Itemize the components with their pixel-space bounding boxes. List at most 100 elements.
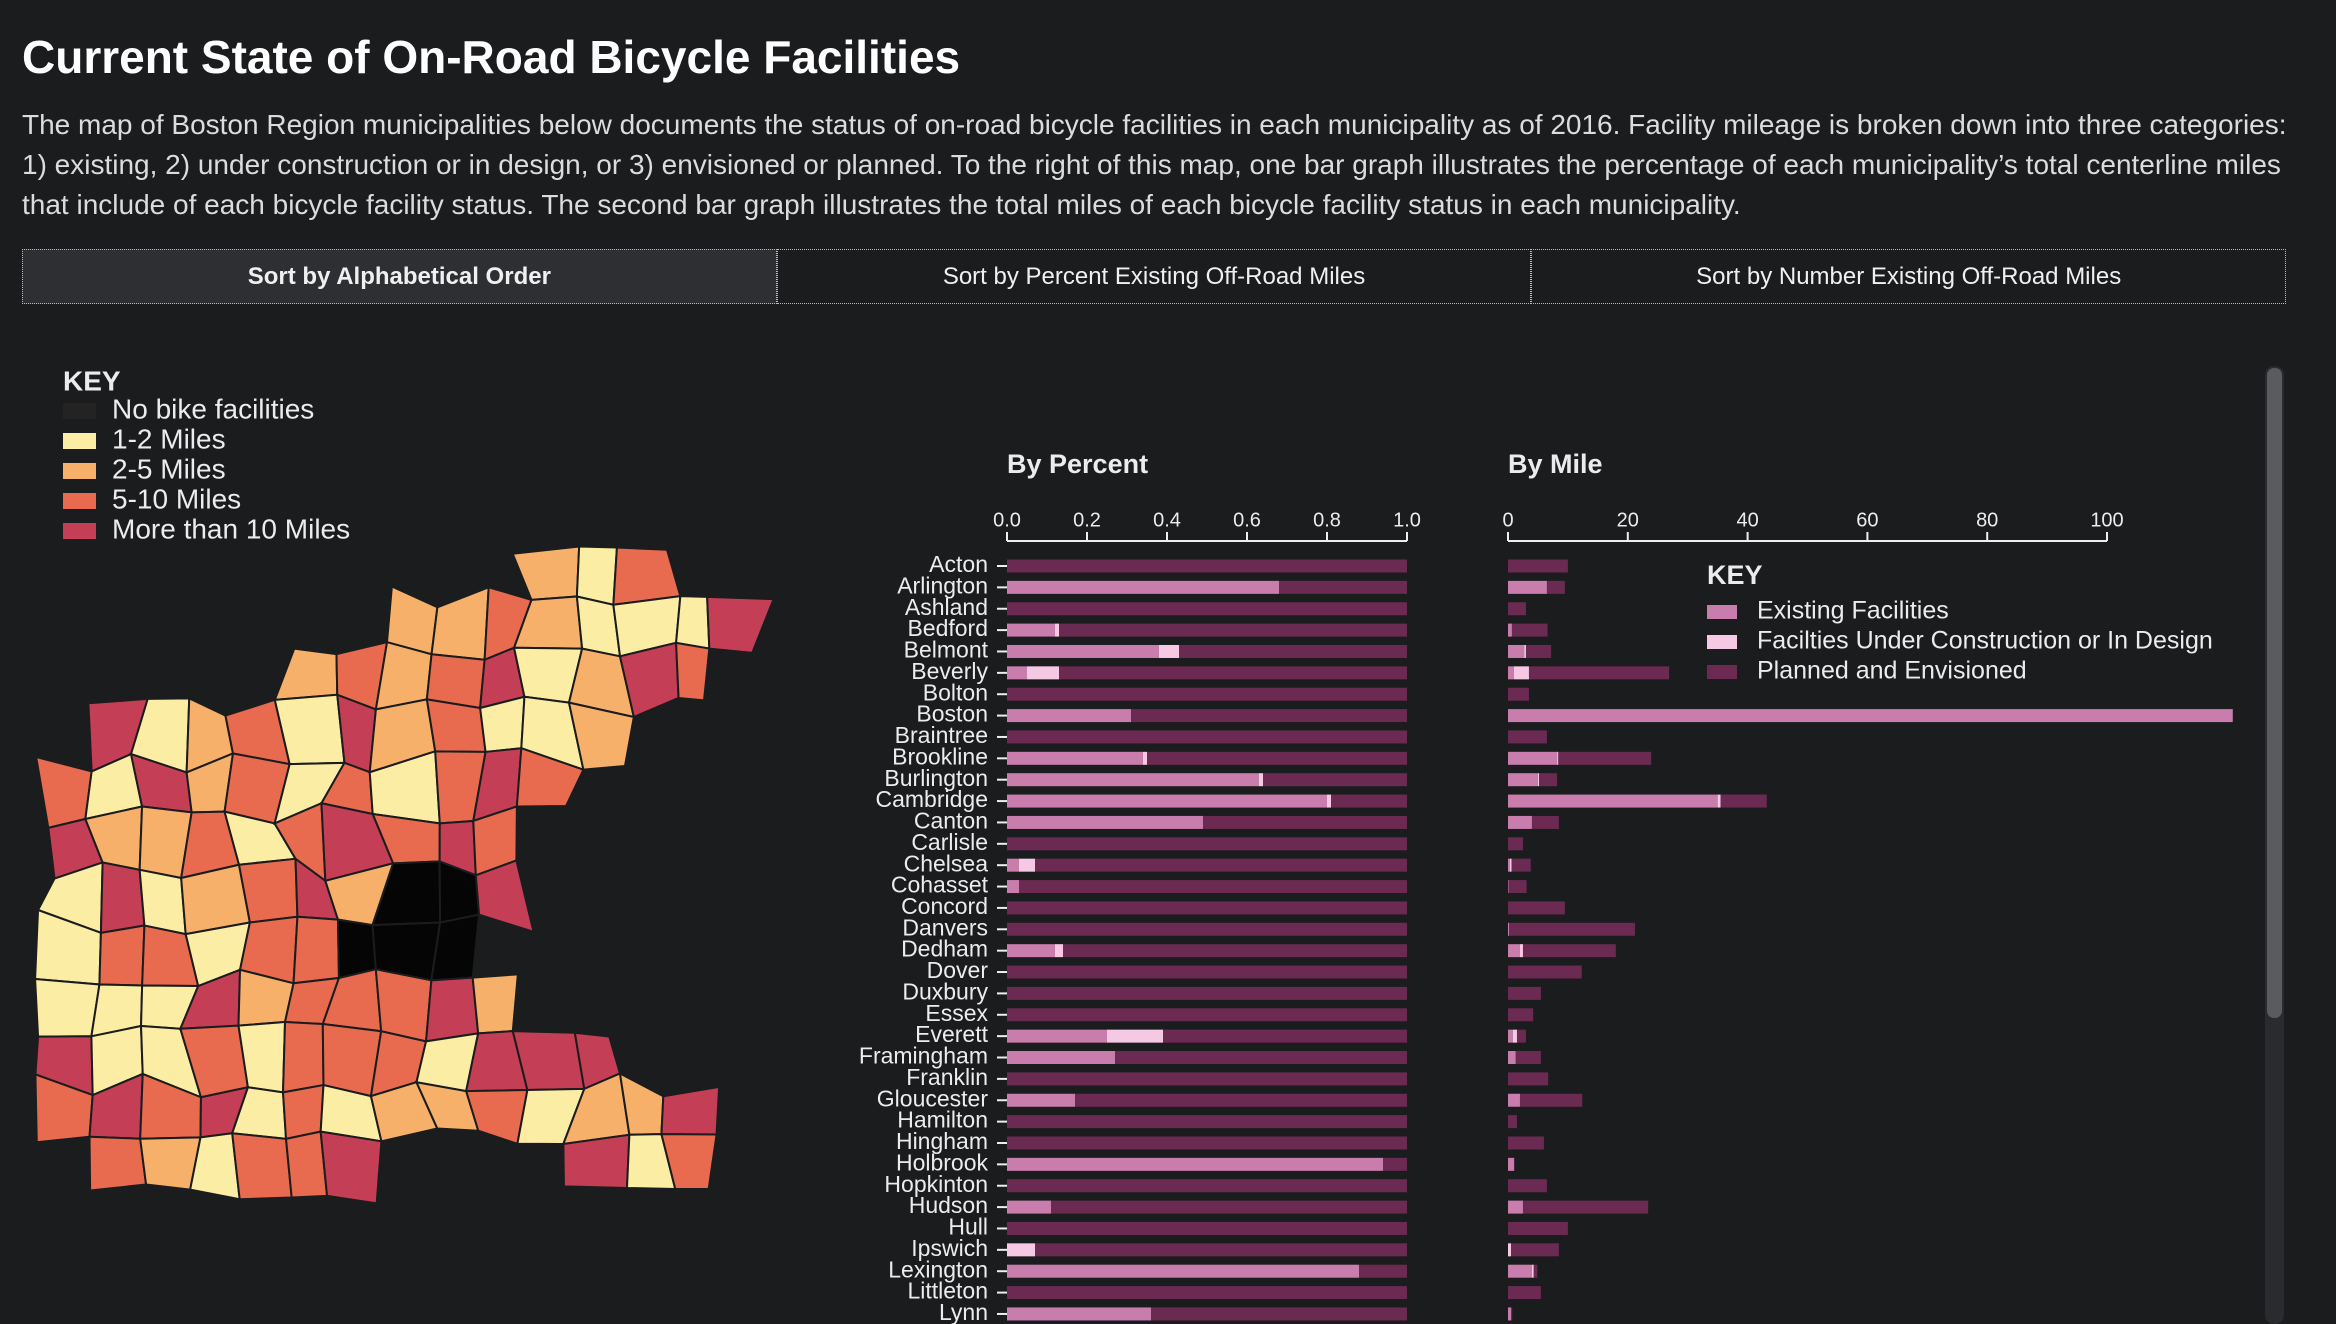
bar-segment bbox=[1508, 623, 1511, 637]
category-label: Lynn bbox=[939, 1299, 988, 1324]
bar-segment bbox=[1359, 1264, 1407, 1278]
legend-swatch bbox=[1707, 635, 1737, 649]
bar-segment bbox=[1528, 666, 1670, 680]
bar-segment bbox=[1519, 944, 1523, 958]
municipality bbox=[562, 1133, 631, 1190]
bar-segment bbox=[1007, 1200, 1051, 1214]
municipality bbox=[612, 546, 682, 606]
bar-segment bbox=[1059, 666, 1407, 680]
bar-segment bbox=[1007, 1029, 1107, 1043]
scrollbar-thumb[interactable] bbox=[2267, 368, 2282, 1018]
municipality bbox=[430, 585, 490, 661]
bar-segment bbox=[1007, 666, 1027, 680]
map bbox=[34, 545, 776, 1205]
bar-segment bbox=[1508, 730, 1547, 744]
bar-segment bbox=[1511, 623, 1548, 637]
municipality bbox=[231, 1132, 293, 1201]
sort-button[interactable]: Sort by Alphabetical Order bbox=[22, 249, 777, 304]
bar-segment bbox=[1131, 709, 1407, 723]
category-label: Acton bbox=[929, 551, 988, 577]
x-tick-label: 0.8 bbox=[1313, 509, 1341, 531]
bar-segment bbox=[1509, 922, 1635, 936]
bar-segment bbox=[1007, 623, 1055, 637]
bar-segment bbox=[1279, 580, 1407, 594]
bar-segment bbox=[1510, 1307, 1513, 1321]
map-key-title: KEY bbox=[63, 365, 121, 396]
municipality bbox=[675, 595, 711, 650]
category-label: Cohasset bbox=[891, 872, 989, 898]
bar-segment bbox=[1383, 1157, 1407, 1171]
x-tick-label: 60 bbox=[1856, 509, 1878, 531]
bar-segment bbox=[1508, 751, 1558, 765]
map-key-label: 1-2 Miles bbox=[112, 423, 226, 454]
bar-segment bbox=[1007, 965, 1407, 979]
legend-swatch bbox=[1707, 665, 1737, 679]
municipality bbox=[273, 647, 339, 701]
map-key-swatch bbox=[63, 493, 96, 509]
municipality bbox=[660, 1133, 718, 1191]
category-label: Hull bbox=[948, 1214, 988, 1240]
map-key-swatch bbox=[63, 523, 96, 539]
bar-segment bbox=[1027, 666, 1059, 680]
bar-segment bbox=[1508, 880, 1509, 894]
bar-segment bbox=[1508, 1008, 1534, 1022]
bar-segment bbox=[1035, 858, 1407, 872]
bar-segment bbox=[1007, 644, 1159, 658]
bar-segment bbox=[1007, 559, 1407, 573]
bar-segment bbox=[1007, 815, 1203, 829]
x-tick-label: 20 bbox=[1617, 509, 1639, 531]
bar-segment bbox=[1107, 1029, 1163, 1043]
bar-segment bbox=[1508, 709, 2233, 723]
bar-segment bbox=[1007, 1072, 1407, 1086]
bar-segment bbox=[1522, 1200, 1649, 1214]
map-key-label: 5-10 Miles bbox=[112, 483, 241, 514]
category-label: Hopkinton bbox=[884, 1171, 988, 1197]
bar-segment bbox=[1051, 1200, 1407, 1214]
category-label: Essex bbox=[925, 1000, 988, 1026]
category-label: Danvers bbox=[902, 914, 988, 940]
category-label: Boston bbox=[916, 701, 988, 727]
bar-segment bbox=[1007, 580, 1279, 594]
bar-segment bbox=[1151, 1307, 1407, 1321]
category-label: Littleton bbox=[907, 1278, 988, 1304]
category-label: Burlington bbox=[884, 765, 988, 791]
bar-segment bbox=[1263, 773, 1407, 787]
bar-segment bbox=[1007, 602, 1407, 616]
sort-button[interactable]: Sort by Percent Existing Off-Road Miles bbox=[776, 249, 1532, 304]
municipality bbox=[237, 857, 299, 924]
sort-buttons: Sort by Alphabetical Order Sort by Perce… bbox=[22, 249, 2287, 304]
bar-segment bbox=[1508, 1093, 1520, 1107]
bar-segment bbox=[1539, 773, 1558, 787]
legend-label: Existing Facilities bbox=[1757, 597, 1949, 625]
municipality bbox=[281, 1020, 325, 1094]
x-tick-label: 0.2 bbox=[1073, 509, 1101, 531]
bar-segment bbox=[1525, 644, 1552, 658]
municipality bbox=[474, 859, 535, 934]
bar-segment bbox=[1515, 1051, 1541, 1065]
municipality bbox=[660, 1085, 721, 1136]
page-title: Current State of On-Road Bicycle Facilit… bbox=[22, 31, 961, 83]
municipality bbox=[34, 977, 101, 1038]
bar-segment bbox=[1327, 794, 1331, 808]
sort-button[interactable]: Sort by Number Existing Off-Road Miles bbox=[1531, 249, 2287, 304]
municipality bbox=[281, 1083, 325, 1141]
bar-segment bbox=[1035, 1243, 1407, 1257]
bar-segment bbox=[1519, 1093, 1583, 1107]
bar-segment bbox=[1508, 1286, 1541, 1300]
category-label: Hudson bbox=[909, 1192, 988, 1218]
bar-segment bbox=[1055, 944, 1063, 958]
municipality bbox=[99, 861, 146, 935]
bar-segment bbox=[1509, 858, 1512, 872]
bar-segment bbox=[1115, 1051, 1407, 1065]
bar-segment bbox=[1007, 1264, 1359, 1278]
bar-segment bbox=[1007, 687, 1407, 701]
category-label: Bedford bbox=[907, 615, 988, 641]
bar-segment bbox=[1531, 815, 1559, 829]
category-label: Lexington bbox=[888, 1256, 988, 1282]
map-key-label: 2-5 Miles bbox=[112, 453, 226, 484]
legend-swatch bbox=[1707, 605, 1737, 619]
bar-segment bbox=[1007, 880, 1019, 894]
municipality bbox=[374, 968, 433, 1043]
category-label: Gloucester bbox=[877, 1085, 989, 1111]
bar-segment bbox=[1508, 644, 1525, 658]
